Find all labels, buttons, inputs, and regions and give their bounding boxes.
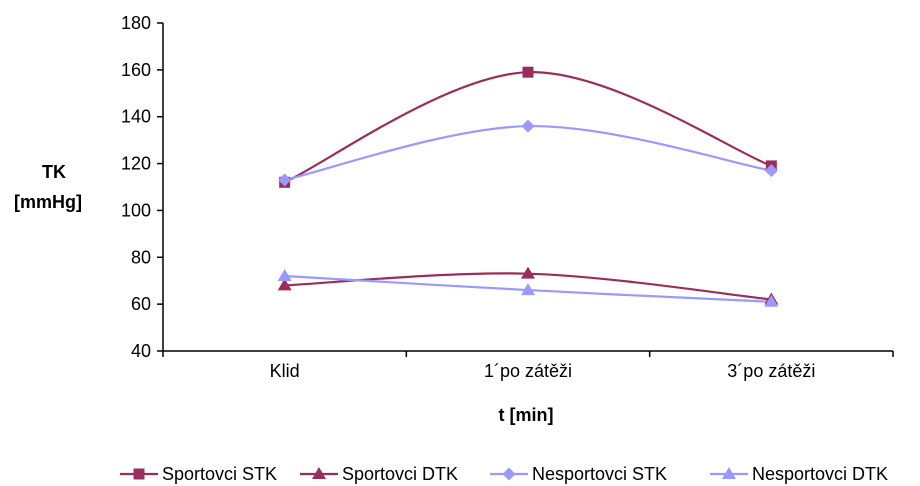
data-point-marker: [277, 278, 292, 291]
y-tick-label: 100: [121, 200, 151, 220]
y-tick-label: 60: [131, 294, 151, 314]
data-point-marker: [764, 294, 779, 307]
legend-marker: [312, 467, 326, 479]
y-axis-title-line2: [mmHg]: [14, 192, 82, 212]
data-point-marker: [521, 119, 535, 133]
legend: Sportovci STK Sportovci DTK Nesportovci ST…: [120, 464, 888, 484]
legend-label: Sportovci DTK: [342, 464, 458, 484]
series-line: [284, 124, 772, 182]
legend-marker: [502, 467, 516, 481]
x-axis-title: t [min]: [499, 405, 554, 425]
x-tick-labels: Klid 1´po zátěži 3´po zátěži: [270, 361, 816, 381]
y-tick-label: 40: [131, 341, 151, 361]
x-tick-label: Klid: [270, 361, 300, 381]
data-point-marker: [277, 269, 292, 282]
data-point-marker: [521, 283, 535, 296]
legend-label: Nesportovci STK: [532, 464, 667, 484]
y-tick-label: 120: [121, 154, 151, 174]
y-tick-label: 80: [131, 247, 151, 267]
legend-label: Sportovci STK: [162, 464, 277, 484]
data-point-marker: [521, 266, 535, 279]
y-tick-label: 140: [121, 107, 151, 127]
y-tick-labels: 40 60 80 100 120 140 160 180: [121, 13, 151, 361]
series-markers: [277, 66, 779, 307]
legend-marker: [722, 467, 736, 479]
data-point-marker: [522, 66, 534, 78]
legend-marker: [133, 468, 145, 480]
x-tick-label: 1´po zátěži: [484, 361, 572, 381]
legend-label: Nesportovci DTK: [752, 464, 888, 484]
x-tick-label: 3´po zátěži: [727, 361, 815, 381]
y-tick-label: 160: [121, 60, 151, 80]
data-point-marker: [278, 173, 292, 187]
data-point-marker: [764, 164, 778, 178]
y-axis-title-line1: TK: [42, 162, 66, 182]
y-tick-label: 180: [121, 13, 151, 33]
axes: [157, 22, 894, 357]
